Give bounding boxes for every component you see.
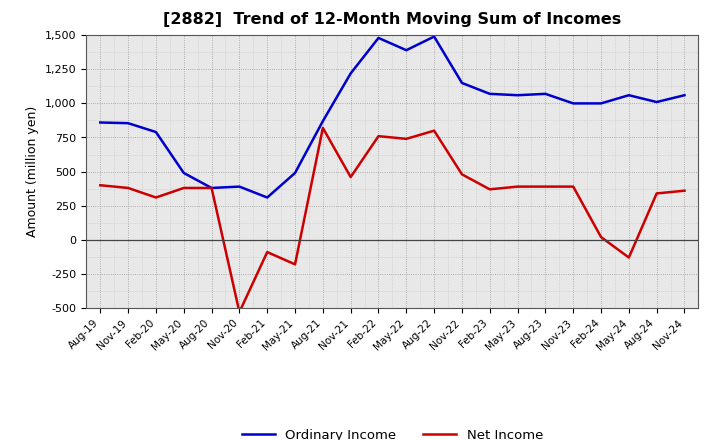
Ordinary Income: [485, 91, 494, 96]
Ordinary Income: [207, 185, 216, 191]
Net Income: [291, 262, 300, 267]
Line: Net Income: Net Income: [100, 128, 685, 312]
Ordinary Income: [430, 34, 438, 39]
Ordinary Income: [652, 99, 661, 105]
Net Income: [652, 191, 661, 196]
Net Income: [346, 174, 355, 180]
Net Income: [569, 184, 577, 189]
Ordinary Income: [235, 184, 243, 189]
Net Income: [235, 309, 243, 315]
Net Income: [624, 255, 633, 260]
Title: [2882]  Trend of 12-Month Moving Sum of Incomes: [2882] Trend of 12-Month Moving Sum of I…: [163, 12, 621, 27]
Net Income: [207, 185, 216, 191]
Ordinary Income: [458, 80, 467, 85]
Net Income: [402, 136, 410, 142]
Net Income: [430, 128, 438, 133]
Ordinary Income: [291, 170, 300, 176]
Ordinary Income: [680, 92, 689, 98]
Net Income: [179, 185, 188, 191]
Legend: Ordinary Income, Net Income: Ordinary Income, Net Income: [237, 424, 548, 440]
Ordinary Income: [569, 101, 577, 106]
Ordinary Income: [513, 92, 522, 98]
Net Income: [318, 125, 327, 131]
Net Income: [513, 184, 522, 189]
Net Income: [485, 187, 494, 192]
Ordinary Income: [318, 118, 327, 124]
Net Income: [541, 184, 550, 189]
Line: Ordinary Income: Ordinary Income: [100, 37, 685, 198]
Y-axis label: Amount (million yen): Amount (million yen): [27, 106, 40, 237]
Ordinary Income: [597, 101, 606, 106]
Net Income: [374, 133, 383, 139]
Ordinary Income: [346, 71, 355, 76]
Net Income: [263, 249, 271, 255]
Net Income: [96, 183, 104, 188]
Net Income: [124, 185, 132, 191]
Ordinary Income: [402, 48, 410, 53]
Net Income: [458, 172, 467, 177]
Ordinary Income: [263, 195, 271, 200]
Ordinary Income: [124, 121, 132, 126]
Ordinary Income: [541, 91, 550, 96]
Net Income: [152, 195, 161, 200]
Net Income: [597, 235, 606, 240]
Ordinary Income: [374, 35, 383, 40]
Ordinary Income: [179, 170, 188, 176]
Net Income: [680, 188, 689, 193]
Ordinary Income: [624, 92, 633, 98]
Ordinary Income: [96, 120, 104, 125]
Ordinary Income: [152, 129, 161, 135]
